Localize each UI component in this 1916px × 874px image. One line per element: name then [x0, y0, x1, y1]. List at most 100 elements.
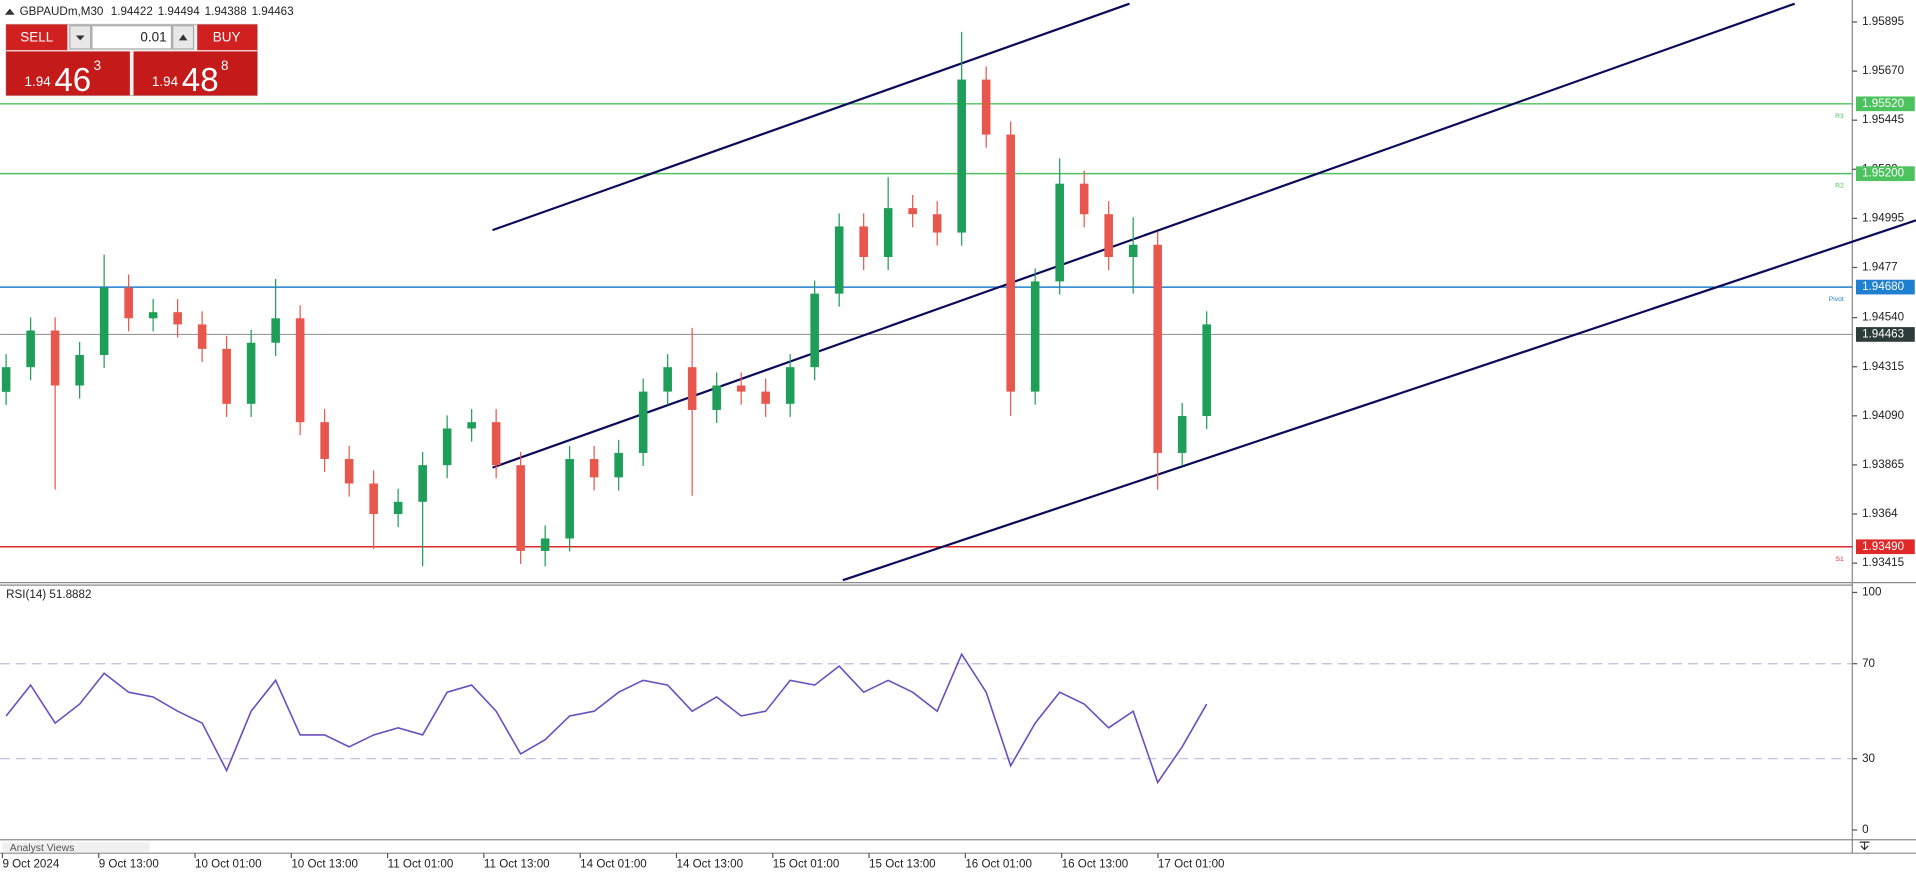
- candle-body: [1006, 134, 1015, 392]
- y-tick-label: 1.94315: [1862, 360, 1904, 373]
- buy-label[interactable]: BUY: [213, 30, 241, 45]
- time-label: 17 Oct 01:00: [1158, 857, 1225, 870]
- time-label: 16 Oct 01:00: [965, 857, 1032, 870]
- level-tag: R2: [1835, 183, 1844, 190]
- bid-box[interactable]: [6, 51, 130, 96]
- candle-body: [148, 312, 158, 319]
- candle-body: [197, 324, 207, 349]
- candle-body: [957, 79, 966, 233]
- candle-body: [246, 342, 256, 404]
- rsi-panel: RSI(14) 51.8882: [0, 588, 1853, 785]
- candle-body: [1128, 244, 1138, 257]
- candle-body: [442, 428, 452, 466]
- candle-body: [1202, 324, 1211, 417]
- y-tick-label: 1.9364: [1862, 507, 1898, 520]
- collapse-icon[interactable]: [4, 8, 15, 15]
- candle-body: [99, 287, 109, 355]
- time-label: 10 Oct 13:00: [291, 857, 358, 870]
- rsi-tick-label: 70: [1862, 657, 1875, 670]
- y-tick-label: 1.93865: [1862, 458, 1904, 471]
- rsi-tick-label: 100: [1862, 586, 1882, 599]
- candle-body: [124, 287, 133, 319]
- candle-body: [761, 391, 770, 404]
- bid-big: 1.94: [25, 74, 52, 89]
- time-label: 14 Oct 01:00: [580, 857, 647, 870]
- candle-body: [663, 367, 672, 392]
- ask-main: 48: [182, 62, 219, 99]
- volume-input[interactable]: [91, 25, 173, 50]
- sell-button[interactable]: [6, 24, 68, 51]
- time-label: 9 Oct 2024: [2, 857, 59, 870]
- rsi-tick-label: 30: [1862, 752, 1875, 765]
- current-price-box: [1855, 327, 1915, 342]
- up-arrow: [178, 34, 188, 41]
- candle-body: [785, 367, 795, 404]
- level-tag: R3: [1835, 113, 1844, 120]
- time-label: 11 Oct 13:00: [484, 857, 550, 870]
- level-box: [1855, 96, 1915, 112]
- level-tag: S1: [1835, 556, 1843, 563]
- candle-body: [1, 367, 11, 392]
- level-label: 1.95200: [1862, 167, 1905, 180]
- grid: [0, 103, 1853, 548]
- candle-body: [565, 459, 574, 539]
- time-label: 16 Oct 13:00: [1062, 857, 1129, 870]
- volume-value: 0.01: [140, 30, 166, 45]
- channel-line: [492, 2, 1796, 469]
- candle-body: [26, 330, 35, 368]
- scroll-icon[interactable]: [1859, 841, 1870, 851]
- candle-body: [491, 422, 501, 466]
- candle-body: [981, 79, 991, 135]
- candle-body: [1055, 183, 1064, 282]
- analyst-tab-label[interactable]: Analyst Views: [10, 843, 75, 854]
- candle-body: [173, 312, 182, 325]
- sell-label[interactable]: SELL: [20, 30, 53, 45]
- y-tick-label: 1.9477: [1862, 261, 1898, 274]
- bid-price[interactable]: 1.94 46 3: [25, 58, 102, 99]
- y-tick-label: 1.94090: [1862, 409, 1905, 422]
- buy-button[interactable]: [197, 24, 258, 51]
- frame: [0, 0, 1916, 854]
- candle-body: [859, 226, 868, 257]
- candle-body: [540, 538, 550, 551]
- candle-body: [589, 459, 599, 478]
- one-click-trading: SELL 0.01 BUY 1.94 46 3 1.94 48 8: [5, 23, 258, 99]
- ask-price[interactable]: 1.94 48 8: [152, 58, 229, 99]
- candle-body: [467, 422, 476, 429]
- candle-body: [908, 208, 917, 215]
- candle-body: [516, 465, 525, 551]
- candle-body: [1030, 281, 1040, 392]
- candle-body: [1079, 183, 1089, 215]
- ask-box[interactable]: [133, 51, 258, 96]
- y-tick-label: 1.95670: [1862, 64, 1905, 77]
- time-label: 14 Oct 13:00: [676, 857, 743, 870]
- high: 1.94494: [158, 5, 201, 18]
- candle-body: [736, 385, 746, 392]
- axes: 1.958951.956701.954451.95221.949951.9477…: [1, 15, 1915, 870]
- symbol: GBPAUDm,M30: [20, 5, 104, 18]
- y-tick-label: 1.95895: [1862, 15, 1904, 28]
- rsi-label: RSI(14) 51.8882: [6, 588, 91, 601]
- candle-body: [712, 385, 721, 410]
- candle-body: [883, 208, 893, 257]
- ask-big: 1.94: [152, 74, 179, 89]
- candle-body: [418, 465, 427, 502]
- candle-body: [1104, 214, 1113, 257]
- candle-body: [393, 501, 403, 515]
- y-tick-label: 1.94995: [1862, 211, 1904, 224]
- level-box: [1855, 539, 1915, 555]
- level-tag: Pivot: [1829, 296, 1844, 303]
- candle-body: [50, 330, 60, 386]
- level-label: 1.93490: [1862, 540, 1905, 553]
- low: 1.94388: [205, 5, 247, 18]
- candles: [1, 31, 1211, 567]
- time-label: 10 Oct 01:00: [195, 857, 262, 870]
- time-label: 15 Oct 13:00: [869, 857, 936, 870]
- analyst-tab[interactable]: [2, 842, 150, 852]
- level-label: 1.95520: [1862, 97, 1905, 110]
- candle-body: [75, 354, 84, 386]
- rsi-tick-label: 0: [1862, 823, 1869, 836]
- level-box: [1855, 279, 1915, 295]
- candle-body: [932, 214, 942, 233]
